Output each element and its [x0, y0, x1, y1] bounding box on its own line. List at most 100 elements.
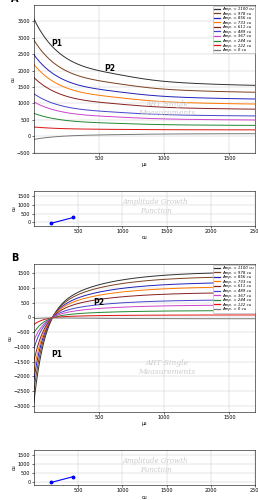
Amp. = 489 cu — [32, 90, 35, 96]
Amp. = 122 cu — [164, 126, 167, 132]
Amp. = 733 cu — [33, 62, 36, 68]
Amp. = 978 cu — [219, 88, 222, 94]
Amp. = 0 cu — [168, 131, 171, 137]
Text: Amplitude Growth
Function: Amplitude Growth Function — [123, 198, 188, 215]
Amp. = 856 cu — [164, 94, 167, 100]
Text: P1: P1 — [51, 350, 62, 359]
Amp. = 0 cu — [254, 130, 257, 136]
Amp. = 122 cu — [168, 126, 171, 132]
Amp. = 611 cu — [32, 74, 35, 80]
Amp. = 122 cu — [163, 126, 166, 132]
Amp. = 0 cu — [164, 131, 167, 137]
Amp. = 244 cu — [32, 110, 35, 116]
Amp. = 0 cu — [163, 131, 166, 137]
Amp. = 611 cu — [233, 106, 236, 112]
Amp. = 733 cu — [32, 61, 35, 67]
Amp. = 367 cu — [233, 117, 236, 123]
Amp. = 611 cu — [163, 104, 166, 110]
Amp. = 856 cu — [163, 94, 166, 100]
Y-axis label: cu: cu — [11, 76, 15, 82]
Amp. = 978 cu — [33, 38, 36, 44]
Line: Amp. = 733 cu: Amp. = 733 cu — [34, 64, 255, 104]
Amp. = 733 cu — [164, 98, 167, 104]
Amp. = 978 cu — [168, 86, 171, 92]
Amp. = 978 cu — [32, 36, 35, 43]
Amp. = 856 cu — [32, 51, 35, 57]
Amp. = 1100 cu — [163, 78, 166, 84]
Amp. = 611 cu — [168, 104, 171, 110]
Amp. = 122 cu — [219, 127, 222, 133]
Y-axis label: cu: cu — [11, 464, 17, 470]
Amp. = 122 cu — [33, 124, 36, 130]
Line: Amp. = 367 cu: Amp. = 367 cu — [34, 102, 255, 120]
Amp. = 856 cu — [233, 96, 236, 102]
Amp. = 122 cu — [233, 127, 236, 133]
Amp. = 0 cu — [32, 136, 35, 142]
Legend: Amp. = 1100 cu, Amp. = 978 cu, Amp. = 856 cu, Amp. = 733 cu, Amp. = 611 cu, Amp.: Amp. = 1100 cu, Amp. = 978 cu, Amp. = 85… — [213, 6, 255, 54]
Amp. = 367 cu — [219, 116, 222, 122]
Line: Amp. = 0 cu: Amp. = 0 cu — [34, 134, 255, 140]
Amp. = 856 cu — [33, 52, 36, 58]
Line: Amp. = 244 cu: Amp. = 244 cu — [34, 113, 255, 126]
Line: Amp. = 122 cu: Amp. = 122 cu — [34, 127, 255, 130]
Text: P1: P1 — [51, 40, 62, 48]
Amp. = 244 cu — [33, 110, 36, 116]
Amp. = 611 cu — [254, 106, 257, 112]
Amp. = 489 cu — [219, 112, 222, 118]
Amp. = 122 cu — [32, 124, 35, 130]
X-axis label: µs: µs — [142, 422, 147, 426]
X-axis label: cu: cu — [142, 494, 147, 500]
Text: A: A — [11, 0, 19, 4]
Y-axis label: cu: cu — [7, 335, 12, 341]
Line: Amp. = 856 cu: Amp. = 856 cu — [34, 54, 255, 99]
X-axis label: cu: cu — [142, 236, 147, 240]
Amp. = 367 cu — [163, 116, 166, 122]
Amp. = 733 cu — [219, 100, 222, 106]
Amp. = 244 cu — [164, 122, 167, 128]
Line: Amp. = 1100 cu: Amp. = 1100 cu — [34, 18, 255, 86]
Amp. = 733 cu — [233, 101, 236, 107]
Amp. = 244 cu — [254, 122, 257, 128]
Line: Amp. = 611 cu: Amp. = 611 cu — [34, 77, 255, 109]
Text: B: B — [11, 252, 19, 262]
Amp. = 367 cu — [164, 116, 167, 122]
Amp. = 489 cu — [233, 113, 236, 119]
Amp. = 0 cu — [219, 131, 222, 137]
Text: P2: P2 — [104, 64, 116, 74]
Amp. = 367 cu — [168, 116, 171, 122]
Amp. = 733 cu — [254, 101, 257, 107]
Amp. = 611 cu — [219, 106, 222, 112]
Amp. = 1100 cu — [254, 82, 257, 88]
Amp. = 367 cu — [32, 98, 35, 104]
Amp. = 244 cu — [168, 122, 171, 128]
Amp. = 1100 cu — [164, 78, 167, 84]
Amp. = 489 cu — [163, 112, 166, 117]
Amp. = 856 cu — [254, 96, 257, 102]
Amp. = 856 cu — [168, 94, 171, 100]
Amp. = 489 cu — [168, 112, 171, 118]
Amp. = 611 cu — [33, 75, 36, 81]
Amp. = 489 cu — [164, 112, 167, 117]
Amp. = 122 cu — [254, 127, 257, 133]
Amp. = 1100 cu — [32, 15, 35, 21]
Line: Amp. = 978 cu: Amp. = 978 cu — [34, 40, 255, 92]
Amp. = 367 cu — [33, 99, 36, 105]
Y-axis label: cu: cu — [11, 206, 17, 211]
Amp. = 978 cu — [164, 86, 167, 92]
Amp. = 244 cu — [163, 122, 166, 128]
Amp. = 367 cu — [254, 117, 257, 123]
Amp. = 244 cu — [219, 122, 222, 128]
Amp. = 978 cu — [163, 86, 166, 92]
Amp. = 1100 cu — [168, 79, 171, 85]
Amp. = 244 cu — [233, 122, 236, 128]
Amp. = 1100 cu — [233, 82, 236, 88]
Text: Amplitude Growth
Function: Amplitude Growth Function — [123, 457, 188, 474]
Amp. = 978 cu — [233, 89, 236, 95]
Amp. = 489 cu — [254, 113, 257, 119]
Amp. = 0 cu — [233, 130, 236, 136]
Amp. = 733 cu — [168, 99, 171, 105]
Text: ART Single
Measurements: ART Single Measurements — [138, 100, 195, 117]
Amp. = 489 cu — [33, 91, 36, 97]
Amp. = 733 cu — [163, 98, 166, 104]
Text: ART Single
Measurements: ART Single Measurements — [138, 359, 195, 376]
